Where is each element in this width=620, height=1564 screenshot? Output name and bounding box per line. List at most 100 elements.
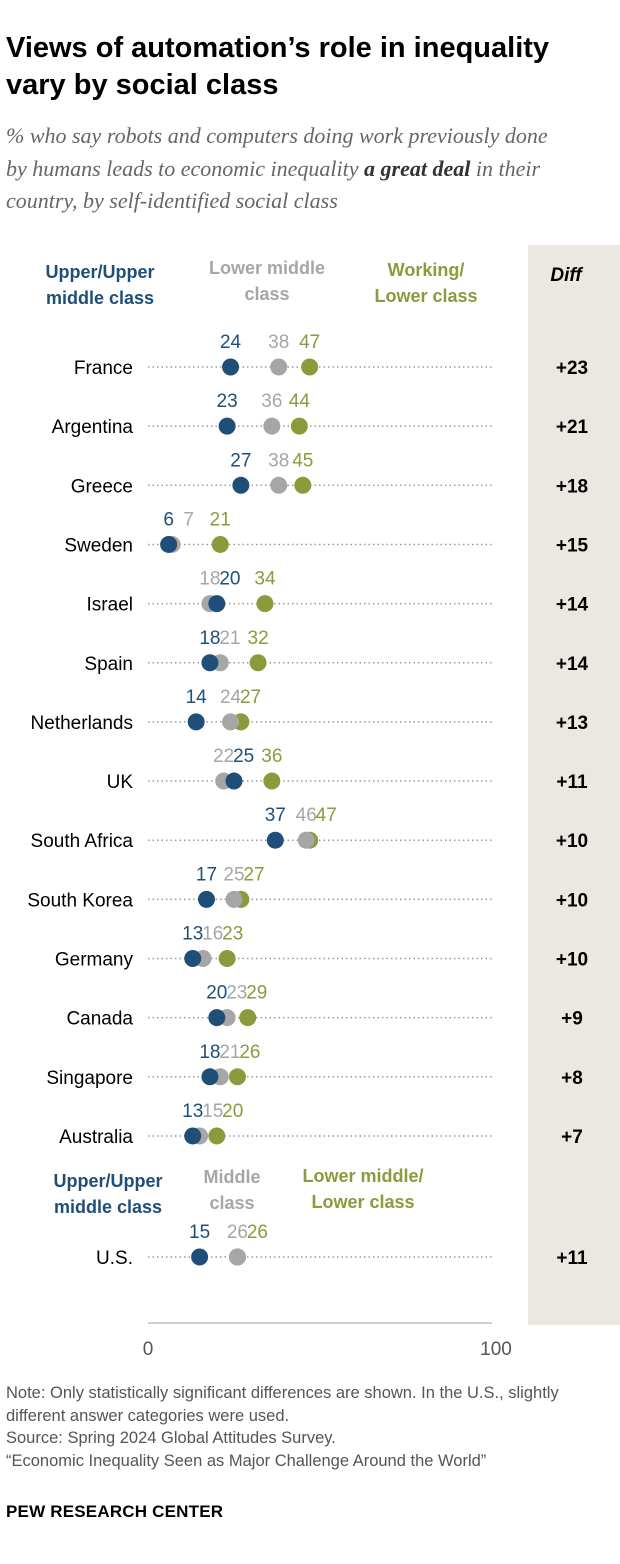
dot-middle-netherlands — [222, 713, 240, 731]
dot-upper-uk — [225, 772, 243, 790]
diff-value-south-africa: +10 — [556, 831, 588, 852]
chart-title: Views of automation’s role in inequality… — [6, 32, 550, 101]
value-label-upper-south-africa: 37 — [265, 805, 286, 826]
dot-upper-south-korea — [197, 890, 215, 908]
diff-value-france: +23 — [556, 358, 588, 379]
legend-middle: Lower middle class — [209, 258, 325, 304]
dot-upper-spain — [201, 654, 219, 672]
value-label-middle-australia: 15 — [202, 1101, 223, 1122]
value-label-working-argentina: 44 — [289, 391, 311, 412]
value-label-upper-france: 24 — [220, 332, 242, 353]
value-label-middle-canada: 23 — [226, 983, 247, 1004]
source-text: Source: Spring 2024 Global Attitudes Sur… — [6, 1429, 336, 1447]
value-label-upper-sweden: 6 — [163, 509, 174, 530]
diff-value-greece: +18 — [556, 476, 588, 497]
dot-working-greece — [294, 476, 312, 494]
value-label-upper-spain: 18 — [199, 628, 220, 649]
diff-header: Diff — [550, 265, 583, 286]
value-label-middle-spain: 21 — [219, 628, 240, 649]
country-label-israel: Israel — [87, 595, 133, 616]
subtitle-emphasis: a great deal — [364, 155, 471, 181]
diff-value-uk: +11 — [556, 772, 588, 793]
dot-middle-u-s- — [228, 1248, 246, 1266]
value-label-working-france: 47 — [299, 332, 320, 353]
chart-subtitle: % who say robots and computers doing wor… — [6, 120, 566, 218]
dot-working-israel — [256, 595, 274, 613]
dot-upper-germany — [184, 950, 202, 967]
dot-upper-sweden — [160, 535, 178, 553]
dot-working-argentina — [290, 417, 308, 435]
subtitle-text: % who say robots and computers doing wor… — [6, 123, 548, 181]
value-label-upper-canada: 20 — [206, 983, 227, 1004]
dot-upper-south-africa — [266, 831, 284, 849]
country-label-canada: Canada — [66, 1009, 133, 1030]
value-label-upper-greece: 27 — [230, 450, 251, 471]
diff-column-bg — [528, 245, 620, 1325]
note-text: Note: Only statistically significant dif… — [6, 1384, 559, 1425]
country-label-south-africa: South Africa — [31, 831, 134, 852]
value-label-upper-netherlands: 14 — [186, 687, 208, 708]
dot-working-canada — [239, 1009, 257, 1027]
diff-value-singapore: +8 — [561, 1068, 583, 1089]
country-label-australia: Australia — [59, 1127, 133, 1148]
dot-working-france — [301, 358, 319, 376]
diff-value-sweden: +15 — [556, 535, 589, 556]
x-tick-label-100: 100 — [480, 1339, 512, 1360]
country-label-south-korea: South Korea — [27, 890, 133, 911]
diff-value-israel: +14 — [556, 595, 589, 616]
diff-value-netherlands: +13 — [556, 713, 588, 734]
dot-upper-singapore — [201, 1068, 219, 1086]
dot-middle-south-korea — [225, 890, 243, 908]
value-label-working-netherlands: 27 — [240, 687, 261, 708]
diff-value-argentina: +21 — [556, 417, 589, 438]
legend-us-upper: Upper/Upper middle class — [53, 1171, 162, 1217]
diff-value-australia: +7 — [561, 1127, 583, 1148]
value-label-middle-south-africa: 46 — [296, 805, 317, 826]
report-title: “Economic Inequality Seen as Major Chall… — [6, 1451, 487, 1470]
country-label-france: France — [74, 358, 133, 379]
country-label-sweden: Sweden — [64, 535, 133, 556]
legend-us-middle: Middle class — [204, 1167, 261, 1213]
legend-working: Working/Lower class — [374, 260, 477, 306]
dot-working-australia — [208, 1127, 226, 1145]
diff-value-canada: +9 — [561, 1009, 583, 1030]
value-label-working-singapore: 26 — [239, 1042, 260, 1063]
diff-value-u-s-: +11 — [556, 1248, 588, 1269]
dot-working-sweden — [211, 535, 229, 553]
diff-value-spain: +14 — [556, 654, 589, 675]
value-label-middle-israel: 18 — [199, 569, 220, 590]
value-label-upper-argentina: 23 — [217, 391, 238, 412]
value-label-middle-singapore: 21 — [219, 1042, 240, 1063]
value-label-working-spain: 32 — [248, 628, 269, 649]
value-label-middle-uk: 22 — [213, 746, 234, 767]
dot-upper-france — [222, 358, 240, 376]
legend-us-working: Lower middle/Lower class — [302, 1166, 423, 1212]
dot-upper-argentina — [218, 417, 236, 435]
dot-upper-canada — [208, 1009, 226, 1027]
value-label-upper-israel: 20 — [219, 569, 240, 590]
dot-upper-u-s- — [191, 1248, 209, 1266]
country-label-singapore: Singapore — [46, 1068, 133, 1089]
value-label-upper-uk: 25 — [233, 746, 254, 767]
value-label-upper-singapore: 18 — [199, 1042, 220, 1063]
notes: Note: Only statistically significant dif… — [6, 1382, 618, 1472]
country-label-greece: Greece — [71, 476, 133, 497]
dot-middle-argentina — [263, 417, 281, 435]
value-label-working-australia: 20 — [222, 1101, 243, 1122]
value-label-middle-u-s-: 26 — [227, 1222, 248, 1243]
value-label-upper-south-korea: 17 — [196, 864, 217, 885]
value-label-middle-argentina: 36 — [261, 391, 282, 412]
dot-middle-greece — [270, 476, 288, 494]
dot-plot: Diff Upper/Upper middle class Lower middle c… — [27, 245, 620, 1360]
country-label-uk: UK — [107, 772, 134, 793]
value-label-middle-greece: 38 — [268, 450, 289, 471]
brand-logo-text: PEW RESEARCH CENTER — [6, 1502, 224, 1521]
value-label-upper-u-s-: 15 — [189, 1222, 210, 1243]
diff-value-germany: +10 — [556, 950, 588, 971]
value-label-middle-netherlands: 24 — [220, 687, 242, 708]
diff-value-south-korea: +10 — [556, 890, 588, 911]
x-tick-label-0: 0 — [143, 1339, 154, 1360]
value-label-working-south-africa: 47 — [316, 805, 337, 826]
dot-upper-israel — [208, 595, 226, 613]
dot-upper-netherlands — [187, 713, 205, 731]
